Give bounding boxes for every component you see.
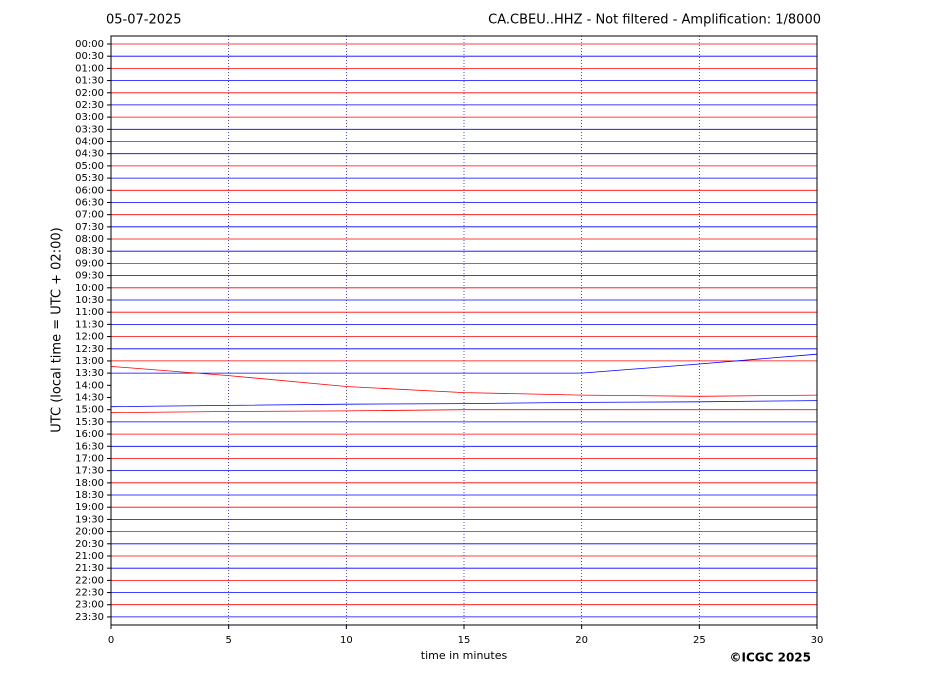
date: 05-07-2025 xyxy=(106,13,182,28)
chart-title: CA.CBEU..HHZ - Not filtered - Amplificat… xyxy=(488,13,821,28)
y-tick-label: 22:00 xyxy=(75,575,104,586)
y-tick-label: 21:30 xyxy=(75,563,104,574)
y-tick-label: 19:00 xyxy=(75,502,104,513)
x-tick-label: 0 xyxy=(108,635,114,646)
y-tick-label: 12:00 xyxy=(75,332,104,343)
y-tick-label: 18:00 xyxy=(75,478,104,489)
y-tick-label: 14:30 xyxy=(75,393,104,404)
y-tick-label: 23:30 xyxy=(75,612,104,623)
y-tick-label: 01:00 xyxy=(75,63,104,74)
y-tick-label: 10:00 xyxy=(75,283,104,294)
x-axis-label: time in minutes xyxy=(421,649,508,662)
y-tick-label: 07:30 xyxy=(75,222,104,233)
y-tick-label: 17:00 xyxy=(75,453,104,464)
y-tick-label: 14:00 xyxy=(75,380,104,391)
y-tick-label: 08:30 xyxy=(75,246,104,257)
y-tick-label: 02:30 xyxy=(75,100,104,111)
y-tick-label: 19:30 xyxy=(75,514,104,525)
trace xyxy=(110,366,818,397)
y-tick-label: 16:00 xyxy=(75,429,104,440)
y-tick-label: 20:30 xyxy=(75,539,104,550)
y-tick-label: 03:30 xyxy=(75,124,104,135)
y-tick-label: 15:00 xyxy=(75,405,104,416)
x-tick-label: 5 xyxy=(225,635,231,646)
plot-frame xyxy=(110,35,818,626)
y-tick-label: 03:00 xyxy=(75,112,104,123)
trace xyxy=(110,400,818,408)
y-tick-label: 02:00 xyxy=(75,88,104,99)
y-tick-label: 21:00 xyxy=(75,551,104,562)
y-tick-label: 18:30 xyxy=(75,490,104,501)
x-tick-label: 15 xyxy=(458,635,471,646)
y-tick-label: 13:00 xyxy=(75,356,104,367)
x-tick-label: 20 xyxy=(575,635,588,646)
x-tick-label: 30 xyxy=(811,635,824,646)
y-tick-label: 11:00 xyxy=(75,307,104,318)
y-tick-label: 17:30 xyxy=(75,466,104,477)
y-tick-label: 05:00 xyxy=(75,161,104,172)
x-tick-label: 10 xyxy=(340,635,353,646)
y-tick-label: 22:30 xyxy=(75,588,104,599)
trace xyxy=(111,353,818,374)
y-tick-label: 07:00 xyxy=(75,210,104,221)
y-tick-label: 01:30 xyxy=(75,76,104,87)
y-tick-label: 15:30 xyxy=(75,417,104,428)
y-tick-label: 06:30 xyxy=(75,197,104,208)
y-tick-label: 23:00 xyxy=(75,600,104,611)
y-tick-label: 00:00 xyxy=(75,39,104,50)
y-tick-label: 00:30 xyxy=(75,51,104,62)
y-tick-label: 10:30 xyxy=(75,295,104,306)
y-tick-label: 20:00 xyxy=(75,527,104,538)
y-tick-label: 13:30 xyxy=(75,368,104,379)
y-tick-label: 04:00 xyxy=(75,137,104,148)
y-tick-label: 09:00 xyxy=(75,258,104,269)
y-tick-label: 05:30 xyxy=(75,173,104,184)
y-tick-label: 12:30 xyxy=(75,344,104,355)
copyright: ©ICGC 2025 xyxy=(729,651,811,665)
y-tick-label: 16:30 xyxy=(75,441,104,452)
trace xyxy=(110,409,817,414)
y-tick-label: 09:30 xyxy=(75,271,104,282)
y-tick-label: 04:30 xyxy=(75,149,104,160)
y-axis-label: UTC (local time = UTC + 02:00) xyxy=(50,227,65,432)
y-tick-label: 06:00 xyxy=(75,185,104,196)
y-tick-label: 11:30 xyxy=(75,319,104,330)
y-tick-label: 08:00 xyxy=(75,234,104,245)
x-tick-label: 25 xyxy=(693,635,706,646)
